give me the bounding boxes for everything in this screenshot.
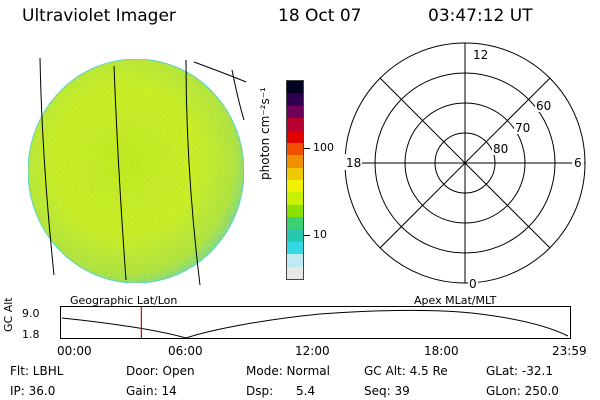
mlt-label-12: 12 bbox=[473, 48, 488, 62]
colorbar-segment bbox=[287, 81, 303, 94]
colorbar-tick bbox=[304, 235, 310, 236]
colorbar-segment bbox=[287, 118, 303, 131]
colorbar-segment bbox=[287, 130, 303, 143]
colorbar-tick-label: 100 bbox=[313, 141, 334, 154]
mlt-label-0: 0 bbox=[469, 277, 477, 290]
glat-info: GLat: -32.1 bbox=[486, 364, 553, 378]
glon-info: GLon: 250.0 bbox=[486, 384, 559, 398]
colorbar-segment bbox=[287, 93, 303, 106]
colorbar-segment bbox=[287, 167, 303, 180]
time-tick-0000: 00:00 bbox=[57, 344, 92, 358]
orbit-altitude-curve bbox=[61, 309, 569, 339]
colorbar-segment bbox=[287, 180, 303, 193]
geographic-image-panel bbox=[27, 57, 247, 286]
colorbar-segment bbox=[287, 241, 303, 255]
lat-label-70: 70 bbox=[515, 121, 530, 135]
colorbar-tick bbox=[304, 148, 310, 149]
lat-label-80: 80 bbox=[493, 142, 508, 156]
colorbar-unit-label: photon cm⁻²s⁻¹ bbox=[258, 87, 272, 180]
colorbar-segment bbox=[287, 229, 303, 242]
lat-label-60: 60 bbox=[536, 99, 551, 113]
mode-info: Mode: Normal bbox=[246, 364, 330, 378]
time-tick-0600: 06:00 bbox=[168, 344, 203, 358]
colorbar-segment bbox=[287, 142, 303, 156]
longitude-line bbox=[185, 59, 201, 286]
colorbar-segment bbox=[287, 217, 303, 230]
colorbar-segment bbox=[287, 266, 303, 279]
polar-plot-label: Apex MLat/MLT bbox=[414, 294, 497, 307]
door-info: Door: Open bbox=[126, 364, 195, 378]
earth-disk bbox=[27, 58, 245, 284]
image-time: 03:47:12 UT bbox=[428, 6, 533, 26]
colorbar-segment bbox=[287, 105, 303, 119]
seq-info: Seq: 39 bbox=[364, 384, 410, 398]
dsp-info: Dsp: 5.4 bbox=[246, 384, 316, 398]
colorbar-segment bbox=[287, 204, 303, 218]
altitude-tick-top: 9.0 bbox=[22, 307, 40, 320]
altitude-plot-frame bbox=[60, 306, 571, 339]
mlt-label-6: 6 bbox=[574, 156, 582, 170]
longitude-line bbox=[193, 61, 247, 83]
mlt-meridian bbox=[379, 77, 551, 249]
filter-info: Flt: LBHL bbox=[10, 364, 64, 378]
gc-alt-info: GC Alt: 4.5 Re bbox=[364, 364, 448, 378]
intensity-colorbar bbox=[286, 80, 304, 280]
colorbar-segment bbox=[287, 192, 303, 205]
gain-info: Gain: 14 bbox=[126, 384, 177, 398]
time-tick-1800: 18:00 bbox=[424, 344, 459, 358]
geographic-label: Geographic Lat/Lon bbox=[70, 294, 178, 307]
time-tick-2359: 23:59 bbox=[552, 344, 587, 358]
altitude-axis-label: GC Alt bbox=[2, 297, 15, 332]
time-tick-1200: 12:00 bbox=[295, 344, 330, 358]
longitude-line bbox=[113, 65, 127, 281]
colorbar-tick-label: 10 bbox=[313, 228, 327, 241]
colorbar-segment bbox=[287, 155, 303, 168]
polar-mlt-plot: 12 0 18 6 60 70 80 bbox=[344, 42, 586, 290]
longitude-line bbox=[231, 69, 245, 121]
longitude-line bbox=[39, 57, 55, 276]
instrument-title: Ultraviolet Imager bbox=[22, 6, 176, 26]
altitude-plot bbox=[60, 306, 571, 339]
mlt-label-18: 18 bbox=[346, 156, 361, 170]
image-date: 18 Oct 07 bbox=[278, 6, 362, 26]
altitude-tick-bottom: 1.8 bbox=[22, 328, 40, 341]
ip-info: IP: 36.0 bbox=[10, 384, 56, 398]
colorbar-segment bbox=[287, 254, 303, 267]
